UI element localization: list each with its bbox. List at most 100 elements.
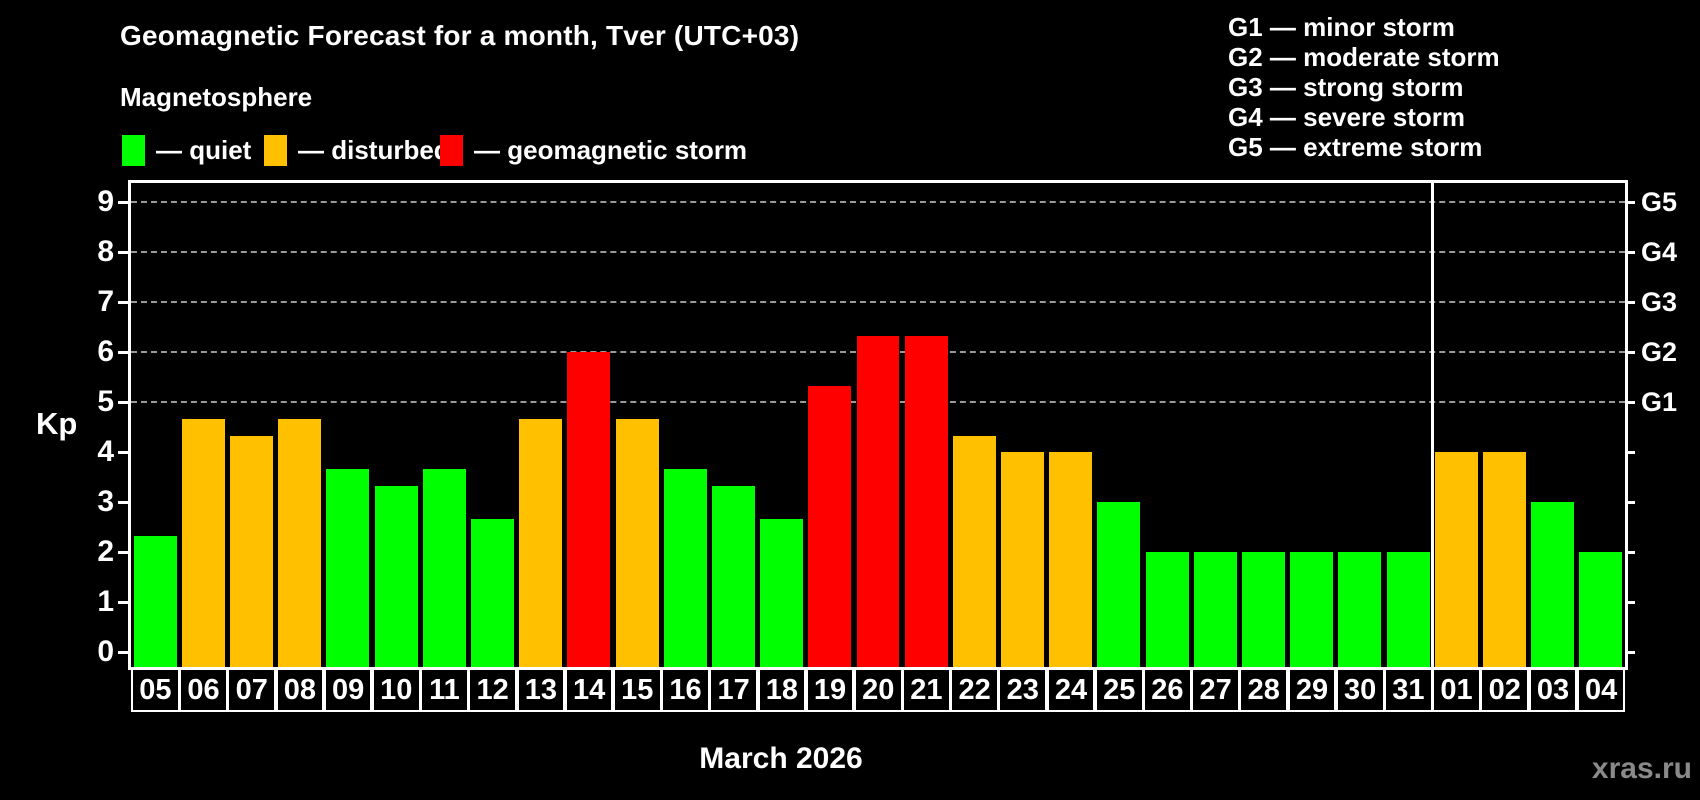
bar-day-23 bbox=[1001, 452, 1045, 667]
disturbed-legend-label: — disturbed bbox=[298, 135, 450, 165]
day-label-13: 13 bbox=[516, 668, 566, 712]
y-tick-label-9: 9 bbox=[97, 185, 114, 218]
day-label-06: 06 bbox=[179, 668, 228, 712]
day-label-31: 31 bbox=[1384, 668, 1433, 712]
watermark: xras.ru bbox=[1591, 752, 1692, 785]
bar-day-05 bbox=[133, 535, 177, 667]
day-label-18: 18 bbox=[757, 668, 807, 712]
g-legend-line-3: G3 — strong storm bbox=[1228, 72, 1464, 102]
bar-day-07 bbox=[229, 435, 273, 667]
g-legend-line-1: G1 — minor storm bbox=[1228, 12, 1455, 42]
bar-day-15 bbox=[615, 418, 659, 667]
gridline-kp9 bbox=[131, 201, 1625, 203]
g-axis-label-g5: G5 bbox=[1641, 187, 1678, 217]
day-label-03: 03 bbox=[1528, 668, 1578, 712]
disturbed-color-swatch bbox=[264, 135, 287, 166]
right-tick-kp6 bbox=[1625, 350, 1635, 354]
bar-day-02 bbox=[1483, 452, 1526, 667]
day-label-22: 22 bbox=[950, 668, 999, 712]
bar-day-29 bbox=[1290, 552, 1334, 667]
right-tick-kp4 bbox=[1625, 450, 1635, 454]
y-tick-label-2: 2 bbox=[97, 535, 114, 568]
y-axis-label: Kp bbox=[36, 406, 78, 441]
right-tick-kp2 bbox=[1625, 550, 1635, 554]
bar-day-28 bbox=[1242, 552, 1286, 667]
bar-day-21 bbox=[904, 335, 948, 667]
page-title: Geomagnetic Forecast for a month, Tver (… bbox=[120, 20, 800, 51]
bar-day-08 bbox=[278, 418, 322, 667]
day-label-09: 09 bbox=[323, 668, 373, 712]
bar-day-13 bbox=[519, 418, 563, 667]
left-tick-kp4 bbox=[118, 450, 128, 454]
bar-day-19 bbox=[808, 385, 852, 667]
day-label-04: 04 bbox=[1576, 668, 1626, 712]
left-tick-kp8 bbox=[118, 250, 128, 254]
day-label-12: 12 bbox=[468, 668, 518, 712]
day-label-07: 07 bbox=[227, 668, 277, 712]
y-tick-label-1: 1 bbox=[97, 585, 114, 618]
left-tick-kp6 bbox=[118, 350, 128, 354]
right-tick-kp3 bbox=[1625, 500, 1635, 504]
day-label-16: 16 bbox=[661, 668, 710, 712]
legend-item-disturbed: — disturbed bbox=[264, 135, 450, 166]
day-label-23: 23 bbox=[998, 668, 1048, 712]
day-label-05: 05 bbox=[131, 668, 180, 712]
bar-day-12 bbox=[470, 518, 514, 667]
month-separator-line bbox=[1430, 183, 1434, 667]
g-axis-label-g4: G4 bbox=[1641, 237, 1678, 267]
g-axis-label-g2: G2 bbox=[1641, 337, 1678, 367]
bar-day-24 bbox=[1049, 452, 1093, 667]
bar-day-20 bbox=[856, 335, 900, 667]
bar-day-06 bbox=[181, 418, 225, 667]
gridline-kp8 bbox=[131, 251, 1625, 253]
quiet-legend-label: — quiet bbox=[156, 135, 252, 165]
y-tick-label-0: 0 bbox=[97, 635, 114, 668]
right-tick-kp9 bbox=[1625, 200, 1635, 204]
day-label-30: 30 bbox=[1335, 668, 1385, 712]
left-tick-kp9 bbox=[118, 200, 128, 204]
left-tick-kp2 bbox=[118, 550, 128, 554]
left-tick-kp5 bbox=[118, 400, 128, 404]
day-label-20: 20 bbox=[853, 668, 903, 712]
right-tick-kp5 bbox=[1625, 400, 1635, 404]
bar-day-16 bbox=[663, 468, 707, 667]
g-legend-line-5: G5 — extreme storm bbox=[1228, 132, 1483, 162]
day-label-01: 01 bbox=[1432, 668, 1481, 712]
day-label-14: 14 bbox=[564, 668, 614, 712]
bar-day-25 bbox=[1097, 502, 1141, 667]
g-axis-label-g1: G1 bbox=[1641, 387, 1678, 417]
day-label-11: 11 bbox=[420, 668, 469, 712]
y-tick-label-4: 4 bbox=[97, 435, 114, 468]
legend-item-storm: — geomagnetic storm bbox=[440, 135, 747, 166]
legend-item-quiet: — quiet bbox=[122, 135, 251, 166]
day-label-28: 28 bbox=[1239, 668, 1289, 712]
bar-day-03 bbox=[1531, 502, 1575, 667]
magnetosphere-subtitle: Magnetosphere bbox=[120, 82, 313, 112]
bar-day-17 bbox=[711, 485, 755, 667]
y-tick-label-5: 5 bbox=[97, 385, 114, 418]
bar-day-10 bbox=[374, 485, 418, 667]
bar-day-31 bbox=[1386, 552, 1430, 667]
day-label-29: 29 bbox=[1287, 668, 1337, 712]
right-tick-kp7 bbox=[1625, 300, 1635, 304]
bar-day-18 bbox=[760, 518, 804, 667]
y-tick-label-3: 3 bbox=[97, 485, 114, 518]
x-axis-month-label: March 2026 bbox=[699, 742, 863, 775]
y-tick-label-7: 7 bbox=[97, 285, 114, 318]
left-tick-kp0 bbox=[118, 650, 128, 654]
bar-day-01 bbox=[1434, 452, 1478, 667]
bar-day-04 bbox=[1579, 552, 1623, 667]
quiet-color-swatch bbox=[122, 135, 145, 166]
bar-day-26 bbox=[1145, 552, 1189, 667]
bar-day-30 bbox=[1338, 552, 1382, 667]
bar-day-14 bbox=[567, 352, 611, 667]
right-tick-kp8 bbox=[1625, 250, 1635, 254]
day-label-21: 21 bbox=[902, 668, 951, 712]
day-label-26: 26 bbox=[1143, 668, 1192, 712]
day-label-08: 08 bbox=[275, 668, 325, 712]
bar-day-09 bbox=[326, 468, 370, 667]
storm-color-swatch bbox=[440, 135, 463, 166]
right-tick-kp1 bbox=[1625, 600, 1635, 604]
g-legend-line-2: G2 — moderate storm bbox=[1228, 42, 1500, 72]
day-label-24: 24 bbox=[1046, 668, 1096, 712]
